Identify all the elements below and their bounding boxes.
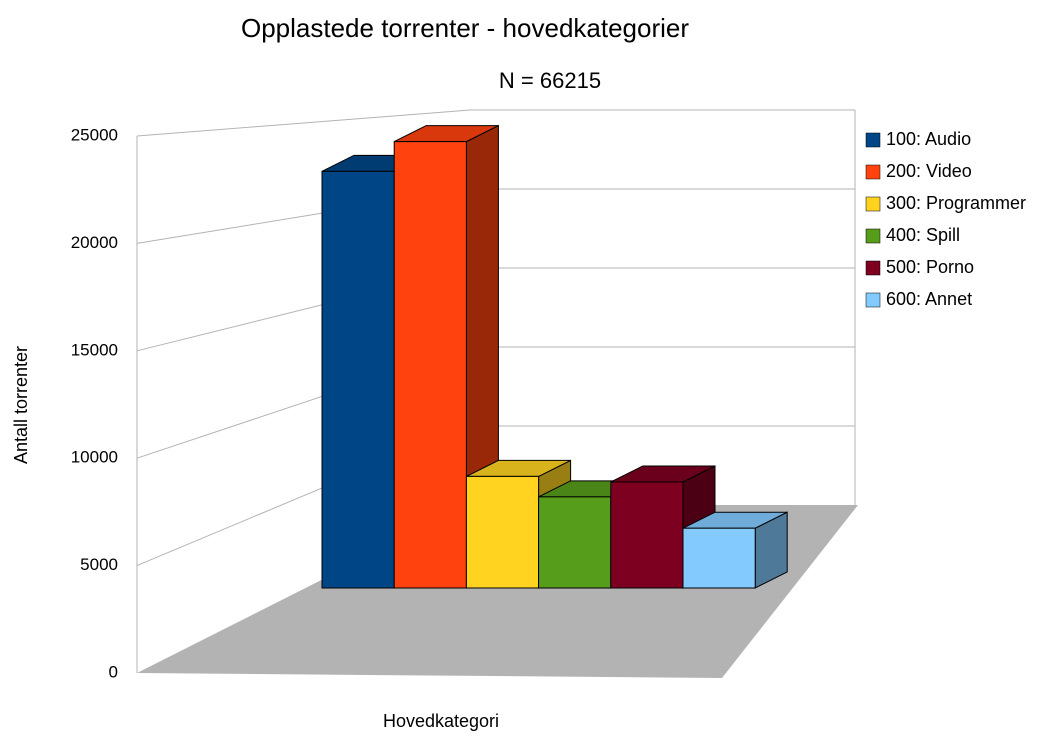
legend-swatch [865, 164, 881, 180]
legend-label: 500: Porno [886, 257, 974, 277]
y-tick-label: 5000 [80, 555, 118, 574]
y-tick-label: 15000 [71, 340, 118, 359]
legend-label: 600: Annet [886, 289, 972, 309]
legend-label: 300: Programmer [886, 193, 1026, 213]
legend-label: 200: Video [886, 161, 972, 181]
bar [321, 170, 395, 589]
y-tick-label: 0 [109, 662, 118, 681]
y-tick-label: 25000 [71, 125, 118, 144]
chart-title: Opplastede torrenter - hovedkategorier [241, 13, 689, 43]
bar [393, 141, 467, 589]
y-tick-label: 10000 [71, 448, 118, 467]
legend-swatch [865, 132, 881, 148]
x-axis-label: Hovedkategori [383, 711, 499, 731]
bar [610, 481, 684, 589]
chart-subtitle: N = 66215 [499, 68, 601, 93]
legend-swatch [865, 228, 881, 244]
bar [682, 527, 756, 589]
y-axis-label: Antall torrenter [11, 346, 31, 464]
legend-label: 100: Audio [886, 129, 971, 149]
legend-label: 400: Spill [886, 225, 960, 245]
legend-swatch [865, 260, 881, 276]
y-tick-label: 20000 [71, 233, 118, 252]
grid-line [136, 109, 855, 137]
bar [538, 496, 612, 589]
legend-swatch [865, 292, 881, 308]
bar [465, 475, 540, 589]
legend-swatch [865, 196, 881, 212]
